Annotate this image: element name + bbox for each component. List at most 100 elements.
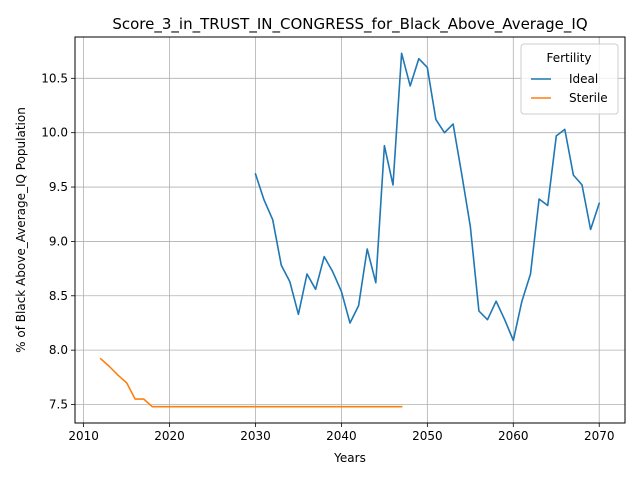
data-point-ideal [340, 290, 342, 292]
data-point-sterile [177, 405, 179, 407]
data-point-ideal [461, 173, 463, 175]
data-point-ideal [314, 288, 316, 290]
data-point-ideal [323, 255, 325, 257]
data-point-sterile [297, 405, 299, 407]
x-tick-label: 2030 [240, 429, 271, 443]
data-point-sterile [194, 405, 196, 407]
data-point-sterile [349, 405, 351, 407]
legend-box [520, 43, 619, 115]
data-point-ideal [512, 339, 514, 341]
data-point-sterile [375, 405, 377, 407]
data-point-ideal [426, 66, 428, 68]
data-point-sterile [220, 405, 222, 407]
data-point-sterile [246, 405, 248, 407]
data-point-sterile [263, 405, 265, 407]
data-point-ideal [297, 313, 299, 315]
data-point-ideal [306, 273, 308, 275]
data-point-sterile [203, 405, 205, 407]
data-point-sterile [400, 405, 402, 407]
legend: Fertility Ideal Sterile [520, 43, 619, 115]
data-point-ideal [521, 300, 523, 302]
series-line-sterile [99, 357, 403, 408]
data-point-sterile [117, 374, 119, 376]
data-point-sterile [306, 405, 308, 407]
data-point-ideal [503, 319, 505, 321]
data-point-sterile [134, 398, 136, 400]
y-tick-label: 8.5 [49, 289, 68, 303]
data-point-sterile [186, 405, 188, 407]
x-axis-label: Years [333, 451, 366, 465]
data-point-ideal [332, 271, 334, 273]
data-point-sterile [383, 405, 385, 407]
series-line-ideal [254, 52, 601, 342]
y-tick-label: 10.0 [41, 126, 68, 140]
data-point-ideal [486, 319, 488, 321]
data-point-ideal [271, 218, 273, 220]
data-point-ideal [366, 248, 368, 250]
data-point-sterile [340, 405, 342, 407]
data-point-ideal [254, 173, 256, 175]
data-point-ideal [478, 310, 480, 312]
legend-title: Fertility [546, 51, 591, 65]
data-point-sterile [366, 405, 368, 407]
y-tick-label: 10.5 [41, 71, 68, 85]
data-point-sterile [289, 405, 291, 407]
legend-label-sterile: Sterile [569, 91, 608, 105]
x-tick-label: 2010 [68, 429, 99, 443]
data-point-ideal [435, 118, 437, 120]
data-point-ideal [383, 145, 385, 147]
x-tick-label: 2020 [154, 429, 185, 443]
data-point-ideal [409, 85, 411, 87]
data-point-ideal [564, 128, 566, 130]
data-point-sterile [125, 382, 127, 384]
data-point-sterile [332, 405, 334, 407]
y-tick-label: 9.0 [49, 234, 68, 248]
data-point-sterile [392, 405, 394, 407]
data-point-sterile [168, 405, 170, 407]
x-tick-label: 2070 [584, 429, 615, 443]
data-point-sterile [323, 405, 325, 407]
data-point-sterile [314, 405, 316, 407]
plot-area-frame [74, 36, 626, 424]
data-point-sterile [357, 405, 359, 407]
data-point-ideal [469, 225, 471, 227]
data-point-ideal [452, 123, 454, 125]
legend-label-ideal: Ideal [569, 72, 598, 86]
data-point-ideal [418, 58, 420, 60]
axis-ticks: 2010 2020 2030 2040 2050 2060 2070 7.5 8.0 8.5 9.0… [41, 71, 614, 443]
data-point-ideal [263, 199, 265, 201]
data-point-ideal [289, 280, 291, 282]
data-point-ideal [375, 282, 377, 284]
data-point-ideal [349, 322, 351, 324]
data-point-sterile [280, 405, 282, 407]
x-tick-label: 2050 [412, 429, 443, 443]
data-point-sterile [151, 405, 153, 407]
data-series [99, 52, 601, 408]
x-tick-label: 2060 [498, 429, 529, 443]
data-point-ideal [589, 228, 591, 230]
x-tick-label: 2040 [326, 429, 357, 443]
data-point-sterile [271, 405, 273, 407]
data-point-ideal [598, 202, 600, 204]
data-point-sterile [237, 405, 239, 407]
data-point-ideal [443, 131, 445, 133]
grid-lines [75, 37, 625, 423]
data-point-sterile [160, 405, 162, 407]
data-point-ideal [572, 174, 574, 176]
y-tick-label: 9.5 [49, 180, 68, 194]
data-point-ideal [538, 198, 540, 200]
data-point-ideal [392, 184, 394, 186]
data-point-sterile [143, 398, 145, 400]
data-point-ideal [581, 184, 583, 186]
data-point-sterile [211, 405, 213, 407]
y-tick-label: 7.5 [49, 398, 68, 412]
y-axis-label: % of Black Above_Average_IQ Population [14, 107, 28, 353]
data-point-ideal [400, 52, 402, 54]
data-point-ideal [529, 273, 531, 275]
data-point-sterile [228, 405, 230, 407]
data-point-ideal [357, 304, 359, 306]
y-tick-label: 8.0 [49, 343, 68, 357]
data-point-ideal [495, 300, 497, 302]
data-point-sterile [100, 358, 102, 360]
